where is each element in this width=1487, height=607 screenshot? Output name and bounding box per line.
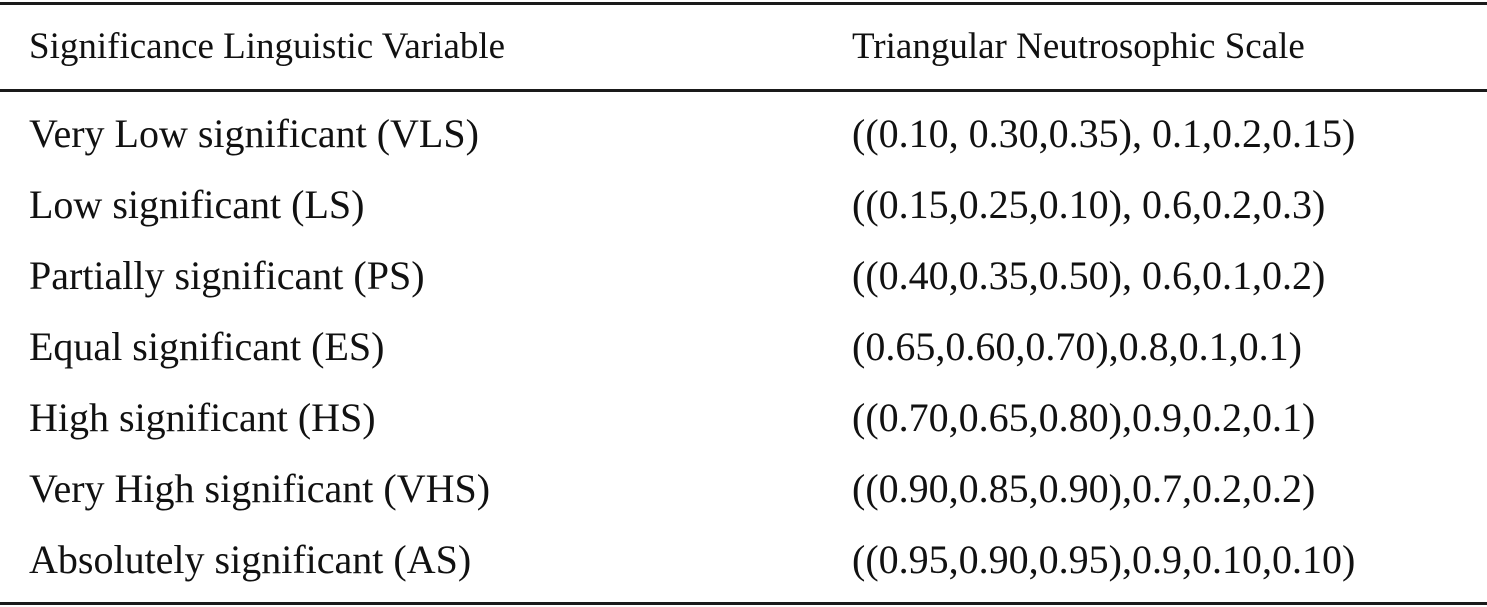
row-variable: Partially significant (PS) xyxy=(29,253,425,298)
header-linguistic-variable: Significance Linguistic Variable xyxy=(29,26,506,67)
table-row: Very Low significant (VLS) ((0.10, 0.30,… xyxy=(0,98,1487,169)
table-row: Very High significant (VHS) ((0.90,0.85,… xyxy=(0,453,1487,524)
row-scale: ((0.70,0.65,0.80),0.9,0.2,0.1) xyxy=(852,395,1316,440)
table-row: Low significant (LS) ((0.15,0.25,0.10), … xyxy=(0,169,1487,240)
row-scale: ((0.15,0.25,0.10), 0.6,0.2,0.3) xyxy=(852,182,1326,227)
table-row: Absolutely significant (AS) ((0.95,0.90,… xyxy=(0,524,1487,595)
row-variable: Very Low significant (VLS) xyxy=(29,111,479,156)
table-row: Equal significant (ES) (0.65,0.60,0.70),… xyxy=(0,311,1487,382)
row-variable: Very High significant (VHS) xyxy=(29,466,491,511)
row-scale: ((0.95,0.90,0.95),0.9,0.10,0.10) xyxy=(852,537,1356,582)
row-variable: High significant (HS) xyxy=(29,395,376,440)
row-scale: ((0.10, 0.30,0.35), 0.1,0.2,0.15) xyxy=(852,111,1356,156)
table-header-row: Significance Linguistic Variable Triangu… xyxy=(0,2,1487,73)
row-variable: Low significant (LS) xyxy=(29,182,365,227)
table-row: High significant (HS) ((0.70,0.65,0.80),… xyxy=(0,382,1487,453)
table-row: Partially significant (PS) ((0.40,0.35,0… xyxy=(0,240,1487,311)
table-bottom-rule xyxy=(0,602,1487,605)
table-top-rule xyxy=(0,2,1487,5)
row-scale: (0.65,0.60,0.70),0.8,0.1,0.1) xyxy=(852,324,1302,369)
header-neutrosophic-scale: Triangular Neutrosophic Scale xyxy=(852,26,1305,67)
table-header-rule xyxy=(0,89,1487,92)
row-scale: ((0.90,0.85,0.90),0.7,0.2,0.2) xyxy=(852,466,1316,511)
row-scale: ((0.40,0.35,0.50), 0.6,0.1,0.2) xyxy=(852,253,1326,298)
row-variable: Absolutely significant (AS) xyxy=(29,537,472,582)
row-variable: Equal significant (ES) xyxy=(29,324,385,369)
